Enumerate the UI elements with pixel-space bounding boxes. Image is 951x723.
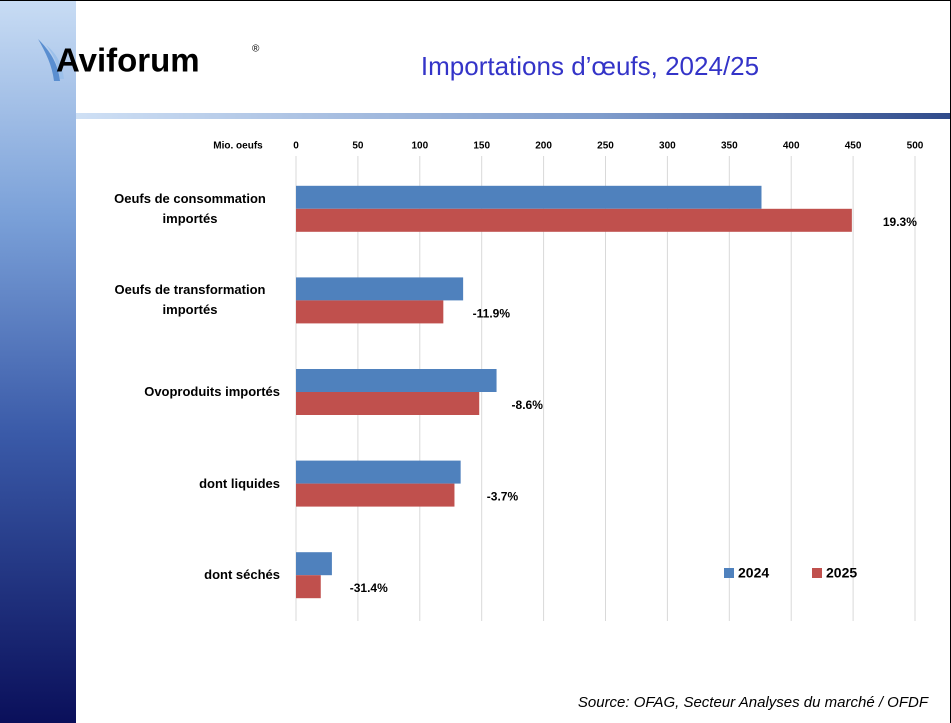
x-tick-label: 200: [535, 141, 552, 152]
logo-icon: [46, 45, 64, 79]
bar: [296, 300, 444, 324]
bar: [296, 392, 480, 415]
bar: [296, 185, 762, 209]
side-band: [0, 1, 76, 723]
header-rule: [76, 113, 950, 119]
legend-swatch: [812, 568, 822, 578]
category-label: Oeufs de transformation importés: [80, 280, 280, 320]
bar: [296, 460, 461, 484]
change-label: 19.3%: [883, 215, 917, 229]
legend-label: 2025: [826, 565, 857, 581]
legend-swatch: [724, 568, 734, 578]
category-label: dont séchés: [80, 565, 280, 585]
bar: [296, 552, 332, 576]
change-label: -3.7%: [487, 490, 519, 504]
bar: [296, 208, 852, 232]
category-text: Ovoproduits importés: [144, 384, 280, 399]
change-label: -8.6%: [512, 398, 544, 412]
x-tick-label: 400: [783, 141, 800, 152]
source: Source: OFAG, Secteur Analyses du marché…: [578, 694, 929, 711]
category-text: dont liquides: [199, 475, 280, 491]
change-label: -11.9%: [473, 306, 511, 320]
bar: [296, 483, 455, 507]
change-label: -31.4%: [350, 581, 388, 595]
category-text: Oeufs de consommation importés: [114, 190, 266, 226]
category-label: dont liquides: [80, 474, 280, 494]
category-text: Oeufs de transformation importés: [114, 282, 266, 318]
bar: [296, 369, 497, 392]
x-tick-label: 450: [845, 141, 862, 152]
x-tick-label: 50: [352, 141, 364, 152]
x-tick-label: 300: [659, 141, 676, 152]
category-text: dont séchés: [204, 567, 280, 583]
bar: [296, 277, 464, 301]
x-tick-label: 350: [721, 141, 738, 152]
x-tick-label: 100: [411, 141, 428, 152]
x-tick-label: 0: [293, 141, 299, 152]
x-tick-label: 250: [597, 141, 614, 152]
logo-icon: [38, 39, 60, 81]
legend-label: 2024: [738, 565, 769, 581]
logo-mark: ®: [252, 44, 260, 55]
logo-text: Aviforum: [56, 42, 200, 79]
x-tick-label: 500: [907, 141, 924, 152]
category-label: Oeufs de consommation importés: [80, 189, 280, 229]
axis-label: Mio. oeufs: [213, 141, 263, 152]
category-label: Ovoproduits importés: [80, 382, 280, 402]
x-tick-label: 150: [473, 141, 490, 152]
slide-title: Importations d’œufs, 2024/25: [421, 51, 759, 81]
bar: [296, 575, 321, 599]
